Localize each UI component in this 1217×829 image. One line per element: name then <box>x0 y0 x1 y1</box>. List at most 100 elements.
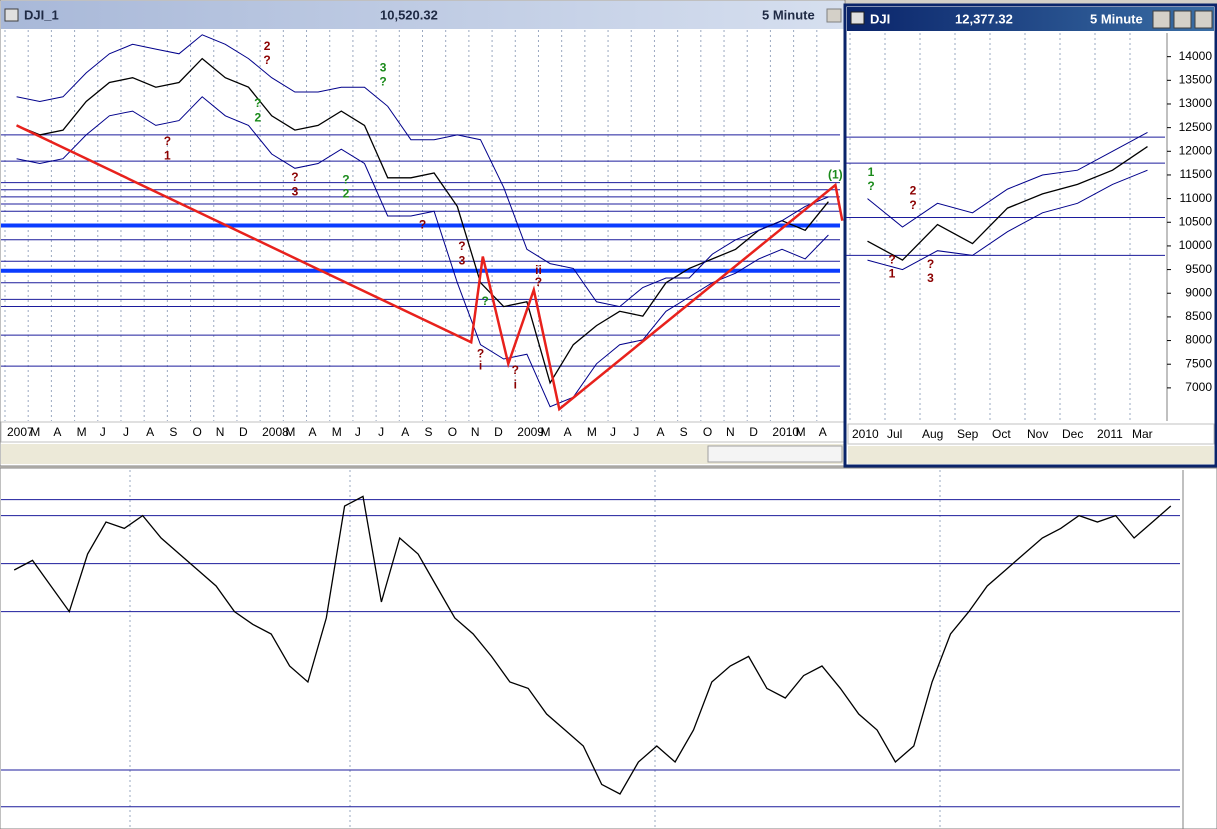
wave-label: ? <box>535 275 542 289</box>
wave-label: 3 <box>459 253 466 267</box>
scroll-bar[interactable] <box>848 446 1214 464</box>
x-tick-label: N <box>471 425 480 439</box>
x-tick-label: S <box>169 425 177 439</box>
x-tick-label: Oct <box>992 427 1011 441</box>
close-button[interactable] <box>1194 10 1213 29</box>
wave-label: ? <box>379 75 386 89</box>
y-tick-label: 8000 <box>1185 333 1212 347</box>
x-tick-label: D <box>749 425 758 439</box>
wave-label: ? <box>342 172 349 186</box>
window-title: DJI <box>870 11 890 26</box>
x-tick-label: A <box>819 425 827 439</box>
window-frame <box>843 3 1217 468</box>
x-tick-label: A <box>401 425 409 439</box>
x-tick-label: Sep <box>957 427 979 441</box>
x-tick-label: J <box>378 425 384 439</box>
x-tick-label: M <box>332 425 342 439</box>
wave-label: ? <box>164 134 171 148</box>
x-tick-label: A <box>146 425 154 439</box>
wave-label: ? <box>263 53 270 67</box>
wave-label: 2 <box>254 110 261 124</box>
interval: 5 Minute <box>762 7 815 22</box>
x-tick-label: J <box>100 425 106 439</box>
title-bar <box>1 1 844 29</box>
x-tick-label: S <box>425 425 433 439</box>
minimize-button[interactable] <box>826 8 842 23</box>
y-tick-label: 9000 <box>1185 285 1212 299</box>
y-tick-label: 12000 <box>1179 143 1213 157</box>
x-tick-label: N <box>726 425 735 439</box>
x-tick-label: J <box>610 425 616 439</box>
wave-label: ? <box>291 170 298 184</box>
x-tick-label: M <box>285 425 295 439</box>
wave-label: 1 <box>889 266 896 280</box>
wave-label: 2 <box>343 187 350 201</box>
x-tick-label: A <box>309 425 317 439</box>
x-axis-strip <box>847 423 1215 445</box>
wave-label: ? <box>927 257 934 271</box>
x-tick-label: A <box>564 425 572 439</box>
x-tick-label: S <box>680 425 688 439</box>
y-tick-label: 11000 <box>1180 191 1213 205</box>
x-tick-label: M <box>540 425 550 439</box>
x-tick-label: N <box>216 425 225 439</box>
window-icon <box>850 11 865 25</box>
y-tick-label: 13500 <box>1179 72 1213 86</box>
wave-label: ? <box>419 218 426 232</box>
minimize-button[interactable] <box>1152 10 1171 29</box>
y-tick-label: 10500 <box>1179 214 1213 228</box>
x-tick-label: 2009 <box>517 425 544 439</box>
x-tick-label: D <box>239 425 248 439</box>
x-tick-label: Aug <box>922 427 943 441</box>
maximize-button[interactable] <box>1173 10 1192 29</box>
wave-label: 3 <box>927 271 934 285</box>
wave-label: ? <box>888 252 895 266</box>
wave-label: 2 <box>264 39 271 53</box>
wave-label: (1) <box>828 168 843 182</box>
wave-label: 3 <box>380 60 387 74</box>
wave-label: 1 <box>868 165 875 179</box>
wave-label: i <box>514 377 517 391</box>
toolbar[interactable] <box>707 445 843 463</box>
x-tick-label: Mar <box>1132 427 1153 441</box>
x-tick-label: M <box>30 425 40 439</box>
price: 10,520.32 <box>380 7 438 22</box>
y-tick-label: 10000 <box>1179 238 1213 252</box>
x-tick-label: Jul <box>887 427 902 441</box>
x-tick-label: M <box>796 425 806 439</box>
wave-label: ? <box>481 294 488 308</box>
wave-label: ? <box>458 239 465 253</box>
x-tick-label: O <box>448 425 457 439</box>
x-tick-label: 2011 <box>1097 427 1123 441</box>
price-line <box>867 146 1148 261</box>
window-icon <box>4 8 19 22</box>
wave-label: ? <box>512 363 519 377</box>
x-tick-label: M <box>587 425 597 439</box>
x-tick-label: A <box>53 425 61 439</box>
x-tick-label: 2008 <box>262 425 289 439</box>
y-tick-label: 7000 <box>1185 380 1212 394</box>
indicator-panel <box>0 467 1217 829</box>
x-tick-label: O <box>193 425 202 439</box>
price-line <box>13 495 1172 795</box>
wave-label: ? <box>254 96 261 110</box>
window-frame <box>0 0 846 467</box>
y-tick-label: 13000 <box>1179 96 1213 110</box>
x-tick-label: Nov <box>1027 427 1048 441</box>
x-tick-label: A <box>656 425 664 439</box>
price-line <box>16 57 829 385</box>
interval: 5 Minute <box>1090 11 1143 26</box>
x-tick-label: D <box>494 425 503 439</box>
scroll-bar[interactable] <box>1 444 844 464</box>
x-tick-label: Dec <box>1062 427 1083 441</box>
x-tick-label: M <box>77 425 87 439</box>
x-tick-label: 2010 <box>772 425 799 439</box>
y-tick-label: 9500 <box>1185 262 1212 276</box>
wave-label: ? <box>909 198 916 212</box>
wave-count-line <box>16 124 844 412</box>
price-line <box>867 169 1148 271</box>
y-tick-label: 7500 <box>1185 356 1212 370</box>
window-title: DJI_1 <box>24 7 59 22</box>
